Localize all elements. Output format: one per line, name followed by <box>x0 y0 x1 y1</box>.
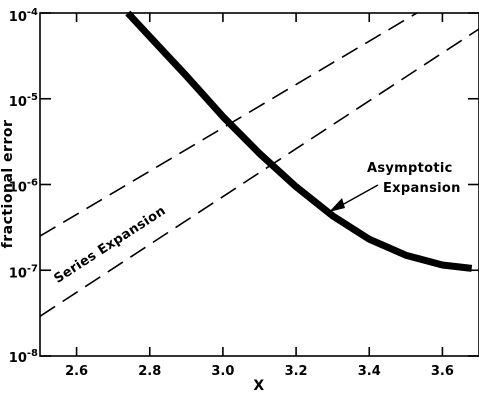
annotation-expansion: Expansion <box>383 181 461 196</box>
annotation-arrow <box>329 184 379 212</box>
annotation-asymptotic: Asymptotic <box>367 161 453 176</box>
annotation-arrow-head <box>329 198 345 212</box>
y-tick-label--8: 10-8 <box>9 348 38 366</box>
plot-frame <box>39 12 479 357</box>
y-tick-label--5: 10-5 <box>9 92 38 110</box>
ticks-layer: 2.6 2.8 3.0 3.2 3.4 3.6 10-8 10-7 10-6 10-5 10-4 <box>9 7 479 379</box>
y-axis-title: fractional error <box>0 120 16 249</box>
x-tick-label-3.6: 3.6 <box>431 364 454 379</box>
annotation-series-expansion: Series Expansion <box>52 203 169 286</box>
x-tick-label-3.0: 3.0 <box>211 364 234 379</box>
x-tick-label-3.2: 3.2 <box>285 364 308 379</box>
series-line-2 <box>39 28 479 317</box>
x-tick-label-2.6: 2.6 <box>65 364 88 379</box>
series-line-0 <box>125 10 473 272</box>
y-tick-label--4: 10-4 <box>9 7 38 25</box>
y-tick-label--7: 10-7 <box>9 263 38 281</box>
x-tick-label-2.8: 2.8 <box>138 364 161 379</box>
x-axis-title: X <box>253 378 264 394</box>
series-line-1 <box>39 12 418 237</box>
series-layer <box>39 10 479 317</box>
x-tick-label-3.4: 3.4 <box>358 364 381 379</box>
y-tick-label--6: 10-6 <box>9 178 38 196</box>
